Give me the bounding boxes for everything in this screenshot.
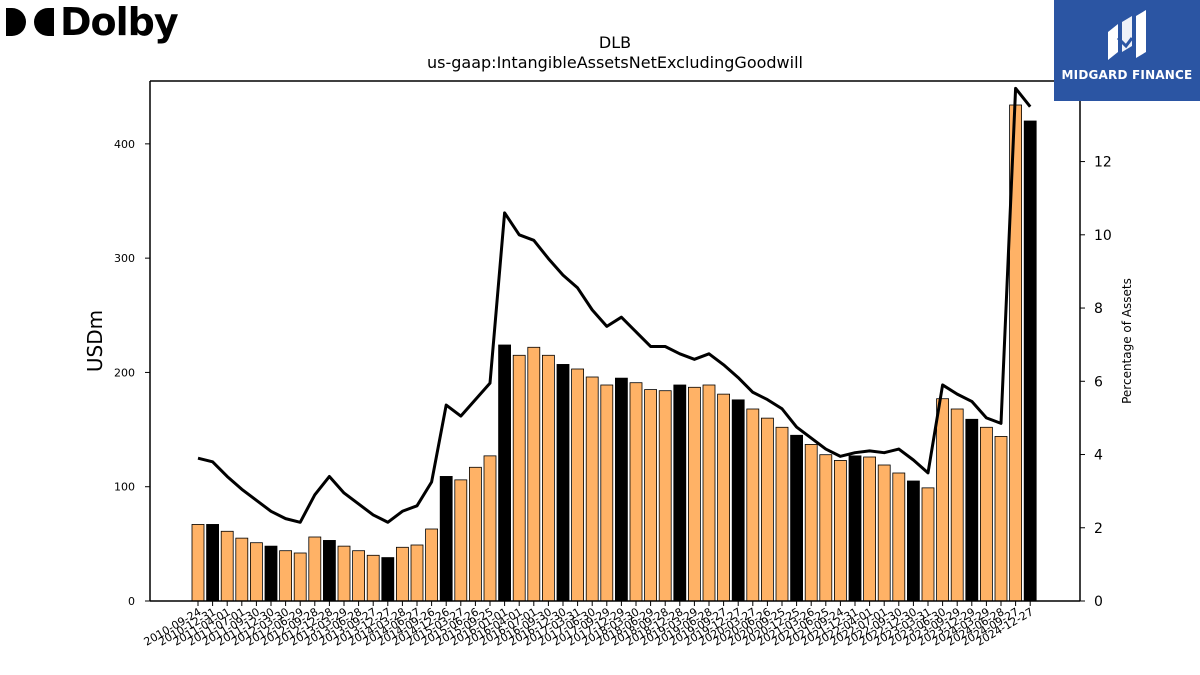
bar-2018-06-29 — [644, 389, 657, 602]
bar-2015-06-26 — [468, 466, 482, 602]
bar-2014-03-28 — [395, 546, 409, 602]
dolby-logo-text: Dolby — [60, 0, 179, 44]
bar-2016-01-01 — [498, 344, 512, 602]
bar-2020-03-27 — [746, 408, 760, 602]
midgard-logo-icon — [1108, 10, 1146, 60]
y-tick-label: 300 — [114, 252, 135, 265]
bar-2013-09-27 — [366, 554, 380, 602]
bar-2016-07-01 — [527, 346, 541, 602]
bar-2024-12-27 — [1023, 120, 1037, 602]
bar-2024-06-28 — [994, 436, 1008, 602]
y2-tick-label: 6 — [1094, 374, 1103, 390]
bar-2010-09-24 — [191, 524, 205, 602]
bar-2011-04-01 — [220, 530, 234, 602]
bar-2014-06-27 — [410, 544, 424, 602]
bar-2022-12-30 — [907, 480, 920, 602]
bar-2023-12-29 — [965, 418, 979, 602]
y-axis-label: USDm — [83, 310, 107, 372]
y-tick-label: 100 — [114, 481, 135, 494]
y2-tick-label: 4 — [1094, 448, 1103, 464]
midgard-finance-logo: MIDGARD FINANCE — [1054, 0, 1200, 101]
chart-subtitle: us-gaap:IntangibleAssetsNetExcludingGood… — [427, 53, 803, 72]
y2-tick-label: 0 — [1094, 594, 1103, 610]
bar-2018-09-28 — [658, 390, 672, 602]
bar-2013-03-29 — [337, 545, 351, 602]
bar-2022-09-30 — [892, 472, 906, 602]
midgard-logo-text: MIDGARD FINANCE — [1061, 68, 1193, 82]
bar-2014-09-26 — [425, 528, 439, 602]
y-tick-label: 200 — [114, 366, 135, 379]
bar-2023-03-31 — [921, 487, 935, 602]
bar-2021-12-31 — [848, 455, 862, 602]
bar-2011-07-01 — [235, 537, 249, 602]
bar-2016-12-30 — [556, 364, 570, 602]
bar-2013-06-28 — [352, 550, 366, 602]
y2-axis-label: Percentage of Assets — [1120, 278, 1134, 404]
y2-tick-label: 8 — [1094, 301, 1103, 317]
bar-2024-03-29 — [980, 426, 993, 602]
y-tick-label: 400 — [114, 138, 135, 151]
dolby-logo: Dolby — [4, 0, 179, 44]
bar-2019-03-29 — [688, 386, 701, 602]
dolby-double-d-icon — [6, 8, 54, 36]
bar-2013-12-27 — [381, 557, 395, 602]
bar-2017-12-29 — [615, 377, 628, 602]
bar-2022-04-01 — [863, 456, 876, 602]
bar-2018-12-28 — [673, 384, 687, 602]
bar-2016-09-30 — [542, 354, 555, 602]
bar-2014-12-26 — [439, 476, 453, 602]
bar-2016-04-01 — [512, 354, 526, 602]
bar-2012-12-28 — [322, 540, 336, 602]
bar-2019-09-27 — [717, 393, 730, 602]
bar-2011-12-30 — [264, 545, 278, 602]
bar-2020-09-25 — [775, 426, 789, 602]
y-tick-label: 0 — [128, 595, 135, 608]
bar-2021-09-24 — [834, 460, 847, 602]
y2-tick-label: 12 — [1094, 155, 1112, 171]
bar-2015-03-27 — [454, 479, 468, 602]
bar-2012-09-28 — [308, 536, 322, 602]
chart-title: DLB — [599, 33, 631, 52]
y2-tick-label: 10 — [1094, 228, 1112, 244]
bar-2017-09-29 — [600, 384, 614, 602]
bar-2011-09-30 — [249, 542, 263, 602]
bar-2010-12-31 — [206, 524, 220, 602]
bar-2012-03-30 — [279, 550, 293, 602]
bar-2012-06-29 — [293, 552, 307, 602]
percentage-line — [197, 86, 1032, 524]
bar-2017-03-31 — [571, 368, 584, 602]
bar-2017-06-30 — [585, 376, 599, 602]
bar-2023-06-30 — [936, 398, 949, 602]
bar-2019-12-27 — [731, 399, 745, 602]
bar-2021-06-25 — [819, 454, 833, 602]
bar-2021-03-26 — [804, 444, 818, 602]
bar-2019-06-28 — [702, 384, 716, 602]
bar-2020-06-26 — [761, 417, 774, 602]
y2-tick-label: 2 — [1094, 521, 1103, 537]
bar-2023-09-29 — [950, 408, 964, 602]
bar-2015-09-25 — [483, 455, 497, 602]
bar-2018-03-30 — [629, 382, 643, 602]
bar-2020-12-25 — [790, 434, 803, 602]
bar-2022-07-01 — [877, 464, 891, 602]
